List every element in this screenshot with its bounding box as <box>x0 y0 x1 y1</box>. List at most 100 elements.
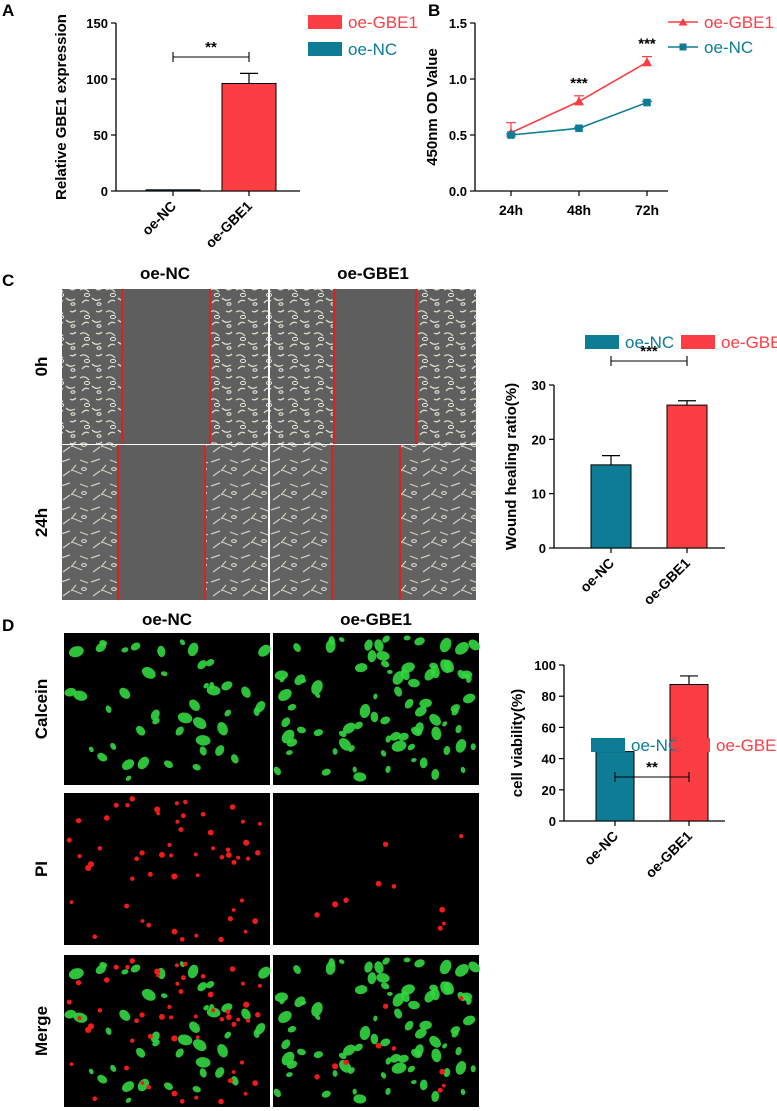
dead-cell <box>382 1003 389 1009</box>
point-b-0-2 <box>642 57 652 67</box>
y-tick-label-b-1: 0.5 <box>449 128 467 143</box>
dead-cell <box>229 966 236 972</box>
dead-cell <box>134 856 139 862</box>
point-b-1-1 <box>575 124 583 133</box>
live-cell <box>136 725 146 736</box>
live-cell <box>414 706 427 717</box>
live-cell <box>392 671 405 685</box>
live-cell <box>315 1014 321 1020</box>
dead-cell <box>174 963 179 968</box>
dead-cell <box>180 975 186 981</box>
panel-letter-d: D <box>2 616 14 635</box>
bar-c-0 <box>590 464 632 549</box>
sig-label-b-1: *** <box>570 75 588 92</box>
dead-cell <box>200 973 206 979</box>
fluorescence-bg-pi-oe-gbe1 <box>273 793 479 945</box>
live-cell <box>68 968 84 980</box>
dead-cell <box>219 1017 225 1022</box>
live-cell <box>177 1034 193 1046</box>
live-cell <box>381 660 390 668</box>
dead-cell <box>195 1035 200 1040</box>
live-cell <box>150 1031 160 1043</box>
live-cell <box>354 663 368 673</box>
live-cell <box>419 1020 432 1030</box>
live-cell <box>370 711 379 723</box>
dead-cell <box>179 937 185 942</box>
live-cell <box>105 1027 112 1035</box>
live-cell <box>354 985 368 995</box>
y-tick-label-c-3: 30 <box>532 378 546 393</box>
dead-cell <box>375 880 382 887</box>
live-cell <box>439 959 452 975</box>
image-column-label-d-1: oe-GBE1 <box>340 610 412 629</box>
live-cell <box>205 980 215 989</box>
live-cell <box>382 957 390 965</box>
dead-cell <box>159 1013 165 1020</box>
live-cell <box>258 644 271 657</box>
live-cell <box>455 738 467 753</box>
live-cell <box>119 1009 131 1021</box>
live-cell <box>231 1076 239 1086</box>
dead-cell <box>343 897 349 903</box>
live-cell <box>199 1068 207 1078</box>
live-cell <box>294 674 306 686</box>
legend-label-b-oe-nc: oe-NC <box>704 38 753 57</box>
dead-cell <box>92 934 98 940</box>
live-cell <box>404 698 414 709</box>
live-cell <box>352 1088 357 1095</box>
live-cell <box>455 963 469 977</box>
live-cell <box>443 1067 451 1078</box>
dead-cell <box>314 912 320 918</box>
bar-a-1 <box>221 82 277 192</box>
live-cell <box>403 957 411 963</box>
y-tick-label-b-3: 1.5 <box>449 16 467 31</box>
live-cell <box>313 1051 324 1059</box>
x-tick-label-b-2: 72h <box>635 202 659 218</box>
dead-cell <box>391 1046 397 1051</box>
live-cell <box>164 1082 173 1091</box>
dead-cell <box>167 1004 172 1010</box>
dead-cell <box>229 804 236 810</box>
live-cell <box>353 1094 367 1104</box>
live-cell <box>470 743 476 751</box>
live-cell <box>380 1038 391 1047</box>
dead-cell <box>140 1081 145 1085</box>
y-tick-label-a-3: 150 <box>86 16 108 31</box>
live-cell <box>137 1078 150 1092</box>
live-cell <box>281 1051 295 1066</box>
dead-cell <box>175 981 180 986</box>
dead-cell <box>227 1078 233 1084</box>
live-cell <box>373 693 378 700</box>
live-cell <box>353 772 367 782</box>
dead-cell <box>219 855 225 860</box>
dead-cell <box>171 1090 178 1097</box>
y-tick-label-d-5: 100 <box>534 658 556 673</box>
legend-label-d-oe-gbe1: oe-GBE1 <box>716 736 777 755</box>
live-cell <box>278 689 292 701</box>
live-cell <box>150 709 160 721</box>
live-cell <box>389 1053 401 1063</box>
live-cell <box>442 721 448 727</box>
live-cell <box>414 1044 424 1057</box>
live-cell <box>278 1011 292 1023</box>
y-tick-label-c-0: 0 <box>539 541 546 556</box>
live-cell <box>391 740 407 752</box>
live-cell <box>215 1067 225 1078</box>
x-tick-label-b-0: 24h <box>499 202 523 218</box>
live-cell <box>359 703 371 719</box>
y-axis-title-a: Relative GBE1 expression <box>53 14 70 200</box>
dead-cell <box>245 856 251 861</box>
live-cell <box>99 962 108 968</box>
dead-cell <box>314 1074 320 1080</box>
live-cell <box>274 670 289 681</box>
live-cell <box>97 1074 108 1084</box>
dead-cell <box>125 964 130 970</box>
dead-cell <box>103 977 110 983</box>
live-cell <box>195 735 211 746</box>
dead-cell <box>171 873 178 880</box>
legend-swatch-c-oe-nc <box>585 335 619 349</box>
y-tick-label-a-0: 0 <box>101 184 108 199</box>
live-cell <box>286 1072 293 1078</box>
dead-cell <box>236 1017 241 1022</box>
dead-cell <box>437 925 443 931</box>
